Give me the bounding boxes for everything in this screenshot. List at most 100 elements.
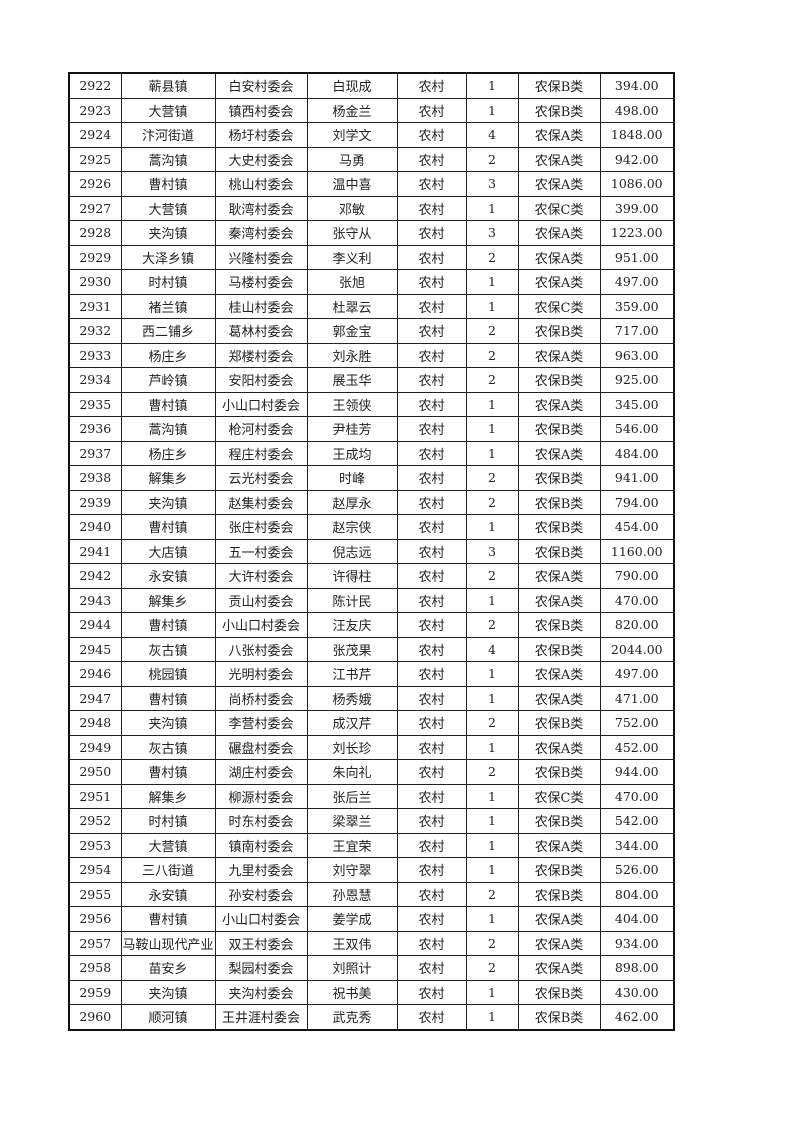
- table-row: 2957 马鞍山现代产业 双王村委会 王双伟 农村 2 农保A类 934.00: [68, 930, 675, 956]
- row-number-cell: 2924: [68, 122, 122, 148]
- village-committee-cell: 白安村委会: [214, 72, 308, 99]
- row-number-cell: 2927: [68, 195, 122, 221]
- table-row: 2942 永安镇 大许村委会 许得柱 农村 2 农保A类 790.00: [68, 563, 675, 589]
- person-name-cell: 许得柱: [306, 563, 398, 589]
- row-number-cell: 2931: [68, 293, 122, 319]
- insurance-category-cell: 农保B类: [517, 416, 601, 442]
- household-size-cell: 2: [465, 146, 519, 172]
- township-cell: 夹沟镇: [120, 489, 216, 515]
- household-type-cell: 农村: [396, 906, 467, 932]
- person-name-cell: 王双伟: [306, 930, 398, 956]
- township-cell: 曹村镇: [120, 391, 216, 417]
- table-row: 2943 解集乡 贡山村委会 陈计民 农村 1 农保A类 470.00: [68, 587, 675, 613]
- amount-cell: 1086.00: [599, 171, 675, 197]
- table-row: 2925 蒿沟镇 大史村委会 马勇 农村 2 农保A类 942.00: [68, 146, 675, 172]
- table-row: 2937 杨庄乡 程庄村委会 王成均 农村 1 农保A类 484.00: [68, 440, 675, 466]
- township-cell: 蒿沟镇: [120, 146, 216, 172]
- village-committee-cell: 夹沟村委会: [214, 979, 308, 1005]
- person-name-cell: 张茂果: [306, 636, 398, 662]
- township-cell: 桃园镇: [120, 661, 216, 687]
- insurance-category-cell: 农保A类: [517, 563, 601, 589]
- household-type-cell: 农村: [396, 195, 467, 221]
- village-committee-cell: 梨园村委会: [214, 955, 308, 981]
- person-name-cell: 姜学成: [306, 906, 398, 932]
- township-cell: 马鞍山现代产业: [120, 930, 216, 956]
- household-type-cell: 农村: [396, 1004, 467, 1030]
- household-type-cell: 农村: [396, 318, 467, 344]
- township-cell: 大泽乡镇: [120, 244, 216, 270]
- row-number-cell: 2956: [68, 906, 122, 932]
- row-number-cell: 2923: [68, 97, 122, 123]
- row-number-cell: 2957: [68, 930, 122, 956]
- table-row: 2934 芦岭镇 安阳村委会 展玉华 农村 2 农保B类 925.00: [68, 367, 675, 393]
- household-size-cell: 1: [465, 416, 519, 442]
- row-number-cell: 2947: [68, 685, 122, 711]
- household-size-cell: 1: [465, 734, 519, 760]
- amount-cell: 2044.00: [599, 636, 675, 662]
- insurance-category-cell: 农保A类: [517, 832, 601, 858]
- township-cell: 夹沟镇: [120, 710, 216, 736]
- row-number-cell: 2932: [68, 318, 122, 344]
- insurance-category-cell: 农保B类: [517, 489, 601, 515]
- village-committee-cell: 枪河村委会: [214, 416, 308, 442]
- insurance-category-cell: 农保B类: [517, 465, 601, 491]
- township-cell: 灰古镇: [120, 734, 216, 760]
- amount-cell: 1160.00: [599, 538, 675, 564]
- table-row: 2956 曹村镇 小山口村委会 姜学成 农村 1 农保A类 404.00: [68, 906, 675, 932]
- table-row: 2935 曹村镇 小山口村委会 王领侠 农村 1 农保A类 345.00: [68, 391, 675, 417]
- row-number-cell: 2950: [68, 759, 122, 785]
- household-size-cell: 1: [465, 72, 519, 99]
- row-number-cell: 2951: [68, 783, 122, 809]
- row-number-cell: 2945: [68, 636, 122, 662]
- row-number-cell: 2933: [68, 342, 122, 368]
- row-number-cell: 2960: [68, 1004, 122, 1030]
- amount-cell: 794.00: [599, 489, 675, 515]
- township-cell: 曹村镇: [120, 612, 216, 638]
- village-committee-cell: 张庄村委会: [214, 514, 308, 540]
- table-row: 2958 苗安乡 梨园村委会 刘照计 农村 2 农保A类 898.00: [68, 955, 675, 981]
- table-row: 2948 夹沟镇 李营村委会 成汉芹 农村 2 农保B类 752.00: [68, 710, 675, 736]
- table-body: 2922 蕲县镇 白安村委会 白现成 农村 1 农保B类 394.00 2923 大营镇 镇西村委会…: [68, 72, 675, 1030]
- household-size-cell: 4: [465, 122, 519, 148]
- insurance-category-cell: 农保B类: [517, 612, 601, 638]
- household-type-cell: 农村: [396, 612, 467, 638]
- person-name-cell: 王成均: [306, 440, 398, 466]
- household-type-cell: 农村: [396, 244, 467, 270]
- township-cell: 曹村镇: [120, 759, 216, 785]
- village-committee-cell: 湖庄村委会: [214, 759, 308, 785]
- household-size-cell: 1: [465, 440, 519, 466]
- person-name-cell: 刘长珍: [306, 734, 398, 760]
- table-row: 2955 永安镇 孙安村委会 孙恩慧 农村 2 农保B类 804.00: [68, 881, 675, 907]
- table-row: 2939 夹沟镇 赵集村委会 赵厚永 农村 2 农保B类 794.00: [68, 489, 675, 515]
- village-committee-cell: 程庄村委会: [214, 440, 308, 466]
- amount-cell: 944.00: [599, 759, 675, 785]
- township-cell: 三八街道: [120, 857, 216, 883]
- table-row: 2940 曹村镇 张庄村委会 赵宗侠 农村 1 农保B类 454.00: [68, 514, 675, 540]
- person-name-cell: 成汉芹: [306, 710, 398, 736]
- person-name-cell: 郭金宝: [306, 318, 398, 344]
- household-type-cell: 农村: [396, 440, 467, 466]
- household-type-cell: 农村: [396, 857, 467, 883]
- household-size-cell: 1: [465, 514, 519, 540]
- household-size-cell: 2: [465, 367, 519, 393]
- household-type-cell: 农村: [396, 220, 467, 246]
- insurance-category-cell: 农保B类: [517, 759, 601, 785]
- table-row: 2941 大店镇 五一村委会 倪志远 农村 3 农保B类 1160.00: [68, 538, 675, 564]
- insurance-category-cell: 农保A类: [517, 171, 601, 197]
- table-row: 2924 汴河街道 杨圩村委会 刘学文 农村 4 农保A类 1848.00: [68, 122, 675, 148]
- village-committee-cell: 大许村委会: [214, 563, 308, 589]
- person-name-cell: 刘永胜: [306, 342, 398, 368]
- township-cell: 大店镇: [120, 538, 216, 564]
- household-size-cell: 2: [465, 930, 519, 956]
- household-type-cell: 农村: [396, 97, 467, 123]
- household-size-cell: 1: [465, 661, 519, 687]
- row-number-cell: 2939: [68, 489, 122, 515]
- household-size-cell: 1: [465, 269, 519, 295]
- insurance-category-cell: 农保A类: [517, 734, 601, 760]
- household-type-cell: 农村: [396, 832, 467, 858]
- table-row: 2950 曹村镇 湖庄村委会 朱向礼 农村 2 农保B类 944.00: [68, 759, 675, 785]
- household-size-cell: 1: [465, 857, 519, 883]
- household-size-cell: 1: [465, 906, 519, 932]
- insurance-category-cell: 农保A类: [517, 220, 601, 246]
- township-cell: 解集乡: [120, 587, 216, 613]
